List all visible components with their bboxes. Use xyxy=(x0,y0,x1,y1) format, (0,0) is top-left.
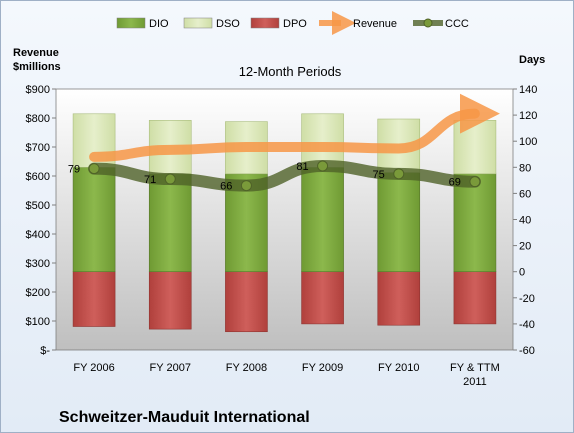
right-axis-title: Days xyxy=(519,54,545,66)
x-tick-label: FY 2006 xyxy=(73,362,114,374)
right-tick-label: 60 xyxy=(519,188,531,200)
dio-bar xyxy=(148,173,192,272)
dpo-bar xyxy=(148,271,192,330)
ccc-point xyxy=(164,173,176,185)
left-tick-label: $- xyxy=(40,345,50,357)
right-tick-label: -60 xyxy=(519,345,535,357)
x-tick-label: 2011 xyxy=(463,376,487,388)
company-name: Schweitzer-Mauduit International xyxy=(59,409,310,426)
x-axis: FY 2006 FY 2007 FY 2008 FY 2009 FY 2010 FY & … xyxy=(73,362,499,388)
right-tick-label: 120 xyxy=(519,110,537,122)
chart-subtitle: 12-Month Periods xyxy=(239,64,342,79)
legend-label-dpo: DPO xyxy=(283,18,307,30)
ccc-line xyxy=(88,159,481,192)
x-tick-label: FY 2008 xyxy=(226,362,267,374)
ccc-point xyxy=(317,160,329,172)
ccc-data-label: 71 xyxy=(144,174,156,186)
ccc-data-label: 69 xyxy=(449,177,461,189)
left-tick-label: $600 xyxy=(26,171,50,183)
right-tick-label: 0 xyxy=(519,267,525,279)
left-axis-title-line2: $millions xyxy=(13,61,61,73)
right-tick-label: 80 xyxy=(519,162,531,174)
legend-label-revenue: Revenue xyxy=(353,18,397,30)
left-tick-label: $400 xyxy=(26,229,50,241)
legend-swatch-dio xyxy=(116,17,146,29)
x-tick-label: FY & TTM xyxy=(450,362,500,374)
right-tick-label: 40 xyxy=(519,215,531,227)
dso-bar xyxy=(453,120,497,175)
legend-label-dso: DSO xyxy=(216,18,240,30)
left-tick-label: $800 xyxy=(26,113,50,125)
dpo-bar xyxy=(377,271,421,326)
ccc-point xyxy=(240,180,252,192)
dpo-bar xyxy=(225,271,268,333)
revenue-line xyxy=(89,93,500,162)
right-tick-label: 100 xyxy=(519,136,537,148)
legend-marker-ccc xyxy=(423,18,433,28)
dio-bar xyxy=(453,173,497,272)
legend-swatch-dso xyxy=(183,17,213,29)
right-tick-label: -40 xyxy=(519,319,535,331)
legend: DIO DSO DPO Revenue CCC xyxy=(116,11,469,35)
right-axis: -60 -40 -20 0 20 40 60 80 100 120 140 xyxy=(513,84,537,357)
ccc-point xyxy=(469,176,481,188)
dpo-bar xyxy=(301,271,344,325)
dio-bar xyxy=(301,167,344,273)
lines: 79 71 66 81 75 69 xyxy=(68,93,500,193)
ccc-point xyxy=(393,168,405,180)
right-tick-label: -20 xyxy=(519,293,535,305)
left-axis-title-line1: Revenue xyxy=(13,47,59,59)
x-tick-label: FY 2009 xyxy=(302,362,343,374)
ccc-data-label: 79 xyxy=(68,164,80,176)
legend-swatch-dpo xyxy=(250,17,280,29)
x-tick-label: FY 2010 xyxy=(378,362,419,374)
dio-bar xyxy=(72,167,116,273)
ccc-point xyxy=(88,163,100,175)
legend-label-ccc: CCC xyxy=(445,18,469,30)
left-tick-label: $300 xyxy=(26,258,50,270)
right-tick-label: 140 xyxy=(519,84,537,96)
dpo-bar xyxy=(453,271,497,325)
left-tick-label: $500 xyxy=(26,200,50,212)
dio-bar xyxy=(377,172,421,273)
dpo-bar xyxy=(72,271,116,327)
left-tick-label: $700 xyxy=(26,142,50,154)
left-tick-label: $900 xyxy=(26,84,50,96)
dso-bar xyxy=(301,113,344,168)
left-tick-label: $200 xyxy=(26,287,50,299)
left-axis: $- $100 $200 $300 $400 $500 $600 $700 $800 $900 xyxy=(26,84,56,357)
legend-label-dio: DIO xyxy=(149,18,169,30)
ccc-data-label: 81 xyxy=(296,161,308,173)
x-tick-label: FY 2007 xyxy=(150,362,191,374)
right-tick-label: 20 xyxy=(519,241,531,253)
ccc-data-label: 66 xyxy=(220,181,232,193)
left-tick-label: $100 xyxy=(26,316,50,328)
ccc-data-label: 75 xyxy=(373,169,385,181)
